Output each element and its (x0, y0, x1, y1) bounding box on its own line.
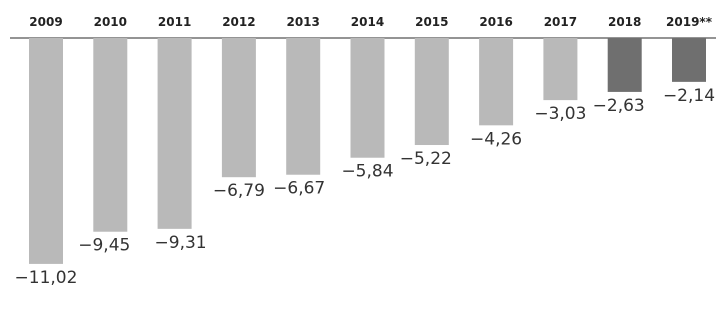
value-label-2018: −2,63 (593, 96, 645, 116)
value-label-2011: −9,31 (155, 233, 207, 253)
bar-2018 (607, 38, 642, 92)
year-label-2012: 2012 (222, 15, 255, 29)
bar-2012 (221, 38, 256, 178)
year-label-2015: 2015 (415, 15, 448, 29)
year-label-2016: 2016 (479, 15, 512, 29)
bar-2019 (672, 38, 706, 82)
bar-2010 (93, 38, 128, 232)
bar-2014 (350, 38, 385, 158)
bar-2013 (286, 38, 321, 175)
value-label-2010: −9,45 (78, 236, 130, 256)
year-label-2019: 2019** (666, 15, 713, 29)
year-label-2018: 2018 (608, 15, 641, 29)
bar-2015 (414, 38, 449, 146)
bar-2016 (479, 38, 514, 126)
year-label-2011: 2011 (158, 15, 191, 29)
year-label-2017: 2017 (544, 15, 577, 29)
year-label-2014: 2014 (351, 15, 384, 29)
value-label-2009: −11,02 (15, 268, 78, 288)
value-label-2014: −5,84 (341, 162, 393, 182)
bar-2017 (543, 38, 578, 101)
value-label-2017: −3,03 (534, 104, 586, 124)
year-label-2010: 2010 (94, 15, 127, 29)
year-label-2009: 2009 (29, 15, 62, 29)
bar-2009 (29, 38, 63, 264)
value-labels: −11,02−9,45 −9,31 −6,79 −6,67 −5,84 −5,22 −4,2… (15, 86, 716, 288)
year-labels: 2009 2010 2011 2012 2013 2014 2015 2016 2017 2018… (29, 15, 712, 29)
value-label-2016: −4,26 (470, 129, 522, 149)
value-label-2015: −5,22 (400, 149, 452, 169)
value-label-2019: −2,14 (663, 86, 715, 106)
value-label-2012: −6,79 (213, 181, 265, 201)
year-label-2013: 2013 (286, 15, 319, 29)
value-label-2013: −6,67 (273, 179, 325, 199)
bar-2011 (157, 38, 192, 229)
bars (29, 38, 706, 264)
